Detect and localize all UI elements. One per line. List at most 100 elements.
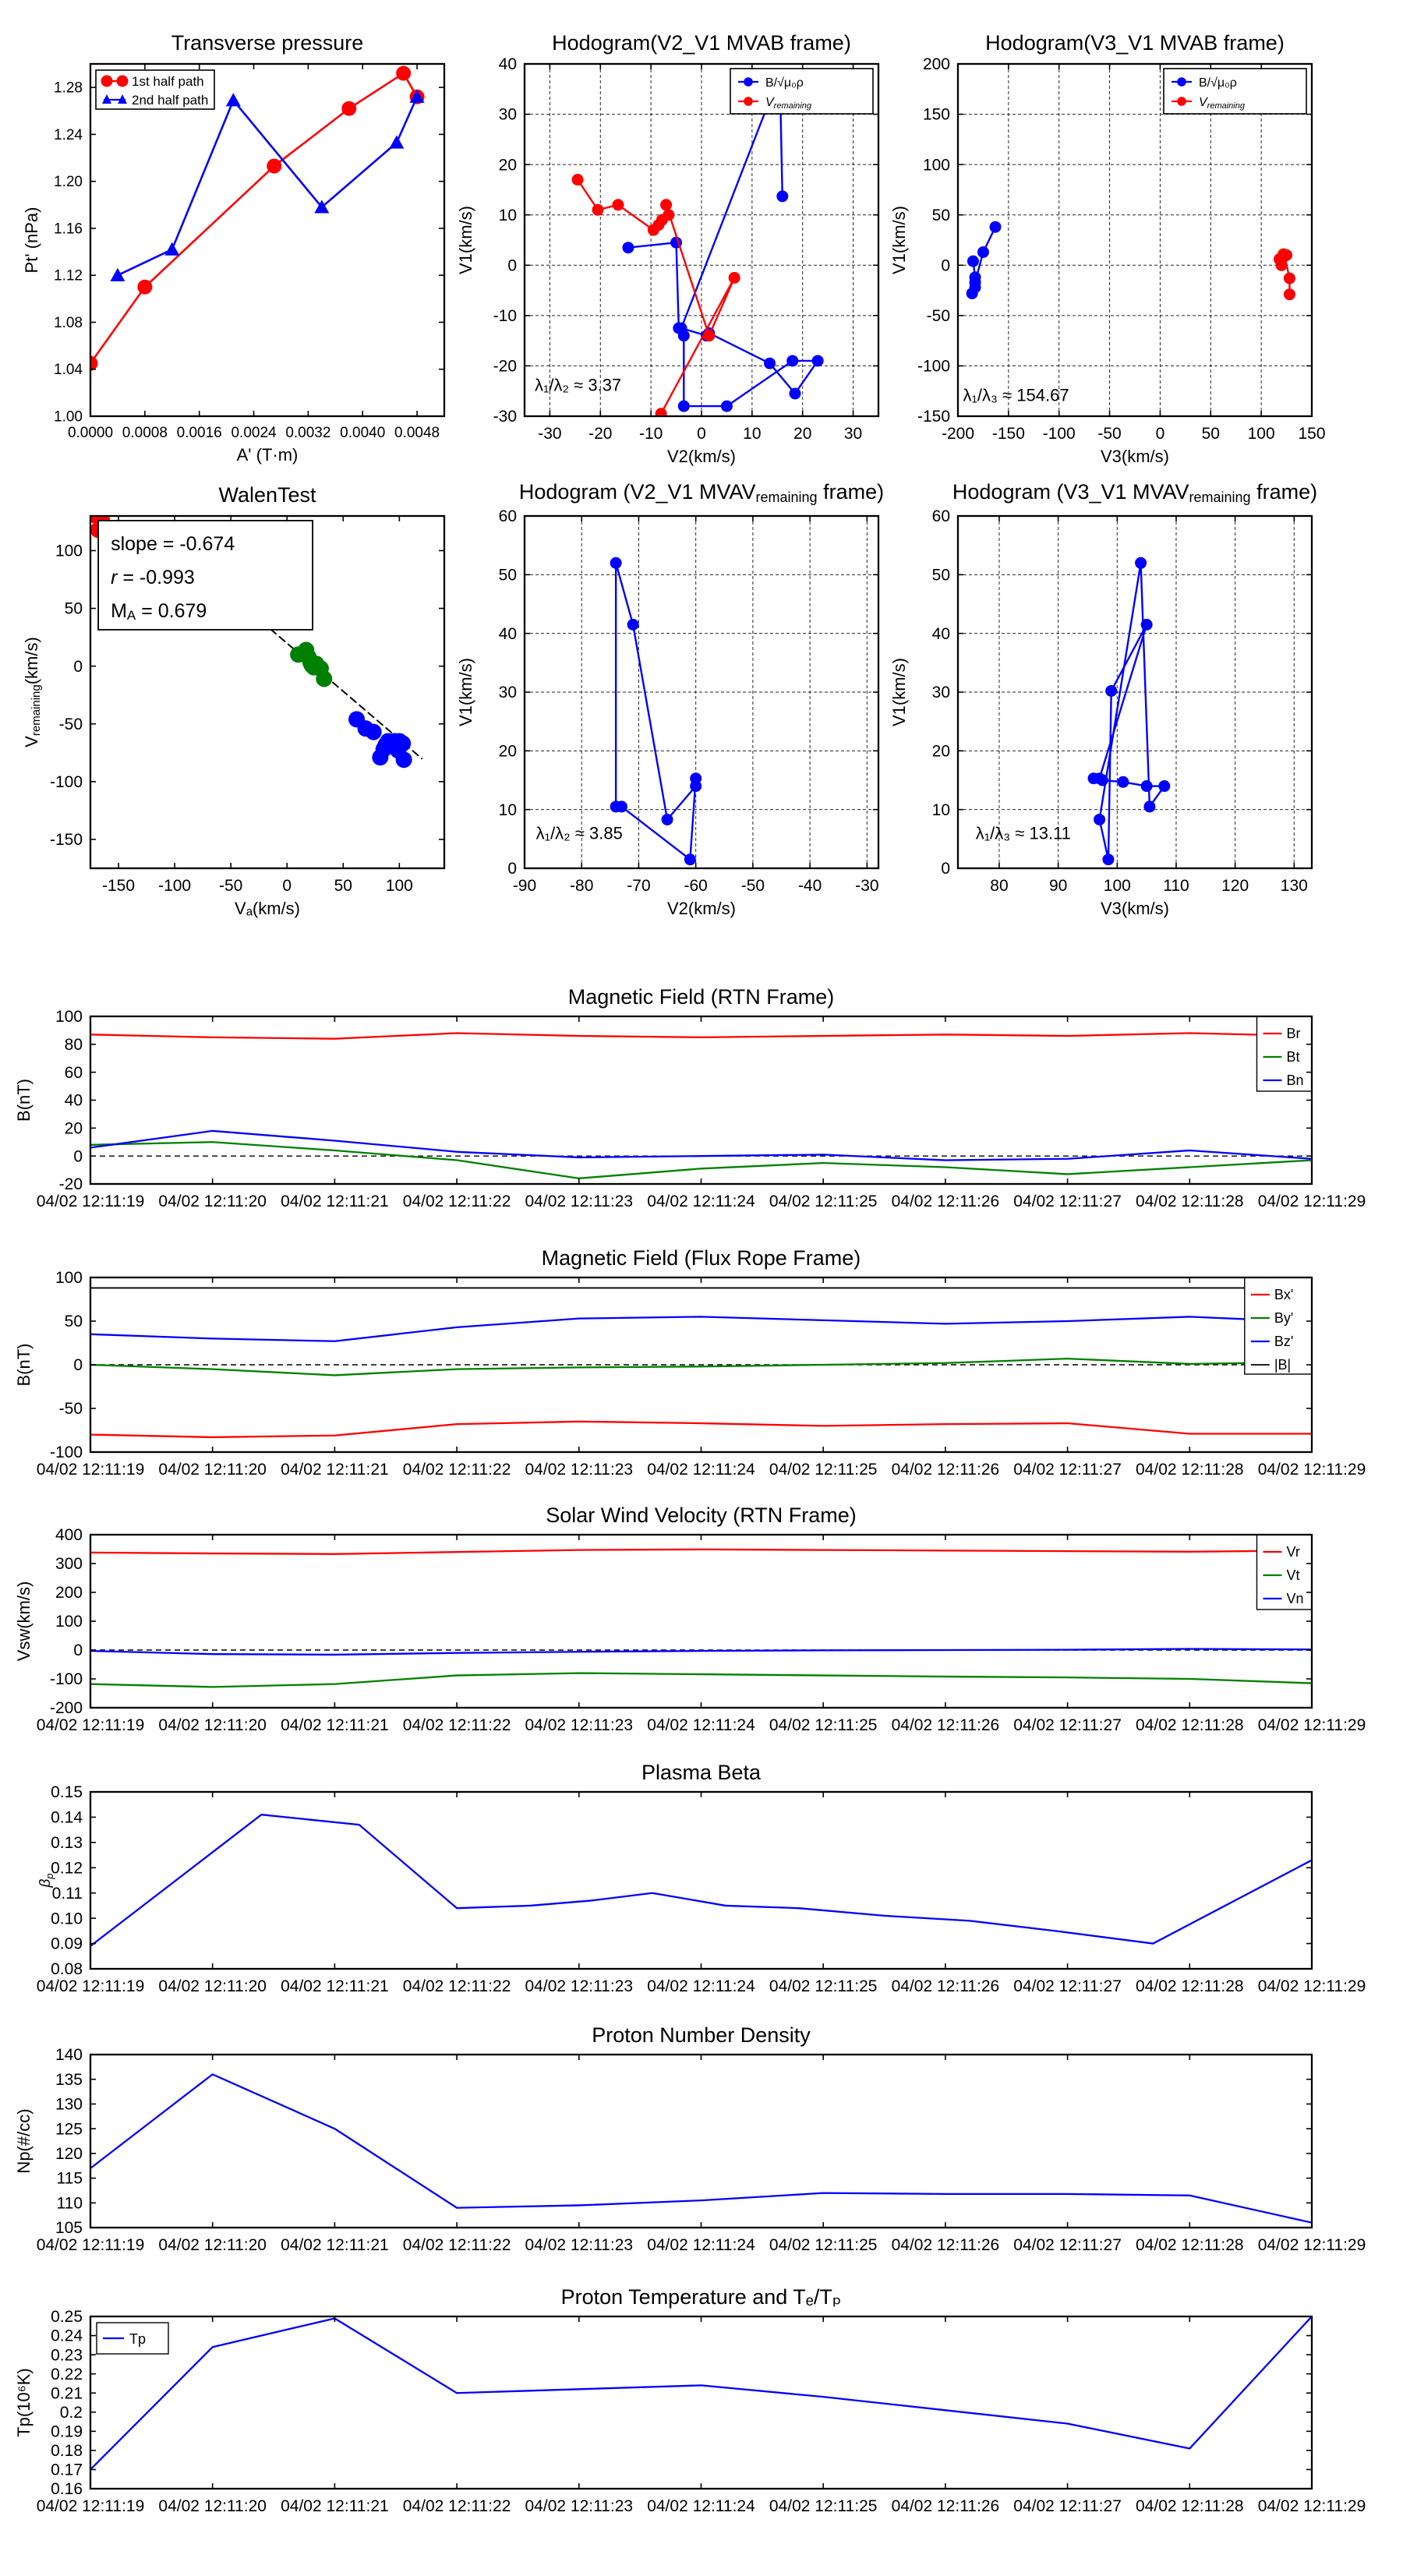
svg-text:04/02 12:11:20: 04/02 12:11:20: [158, 1977, 267, 1995]
svg-text:λ₁/λ₃ ≈ 13.11: λ₁/λ₃ ≈ 13.11: [976, 823, 1071, 843]
svg-text:04/02 12:11:25: 04/02 12:11:25: [769, 1193, 878, 1210]
svg-text:B/√μ₀ρ: B/√μ₀ρ: [765, 76, 804, 90]
svg-text:04/02 12:11:19: 04/02 12:11:19: [37, 1193, 145, 1210]
svg-text:50: 50: [932, 566, 950, 584]
svg-text:-100: -100: [158, 877, 191, 895]
svg-text:-30: -30: [855, 877, 878, 895]
svg-text:-100: -100: [1043, 425, 1076, 443]
svg-text:0: 0: [1156, 425, 1165, 443]
svg-text:60: 60: [65, 1064, 83, 1082]
svg-text:200: 200: [55, 1584, 83, 1602]
svg-text:-40: -40: [798, 877, 822, 895]
svg-text:-10: -10: [639, 425, 663, 443]
svg-text:04/02 12:11:28: 04/02 12:11:28: [1136, 2497, 1244, 2515]
svg-text:Solar Wind Velocity (RTN Frame: Solar Wind Velocity (RTN Frame): [546, 1504, 857, 1527]
svg-text:04/02 12:11:19: 04/02 12:11:19: [37, 1461, 145, 1479]
svg-text:Hodogram(V3_V1 MVAB frame): Hodogram(V3_V1 MVAB frame): [985, 31, 1285, 55]
svg-text:0.2: 0.2: [60, 2404, 83, 2422]
svg-text:1st half path: 1st half path: [132, 74, 204, 89]
svg-text:Vₐ(km/s): Vₐ(km/s): [235, 899, 300, 918]
svg-text:V2(km/s): V2(km/s): [667, 447, 736, 466]
svg-text:04/02 12:11:25: 04/02 12:11:25: [769, 1461, 878, 1479]
svg-text:04/02 12:11:21: 04/02 12:11:21: [281, 1716, 389, 1734]
svg-text:20: 20: [499, 156, 517, 174]
svg-text:V2(km/s): V2(km/s): [667, 899, 736, 918]
svg-text:0.18: 0.18: [51, 2442, 83, 2460]
svg-text:-60: -60: [684, 877, 708, 895]
svg-text:B/√μ₀ρ: B/√μ₀ρ: [1199, 76, 1237, 90]
svg-text:100: 100: [55, 542, 83, 560]
svg-text:120: 120: [1221, 877, 1249, 895]
svg-text:Np(#/cc): Np(#/cc): [14, 2108, 34, 2173]
svg-text:20: 20: [499, 742, 517, 760]
svg-text:-200: -200: [942, 425, 974, 443]
svg-text:200: 200: [923, 55, 950, 73]
svg-text:04/02 12:11:27: 04/02 12:11:27: [1013, 1716, 1122, 1734]
svg-text:80: 80: [990, 877, 1008, 895]
svg-text:150: 150: [1298, 425, 1325, 443]
svg-text:-20: -20: [59, 1175, 83, 1193]
svg-text:100: 100: [55, 1269, 83, 1287]
svg-text:0.0024: 0.0024: [231, 425, 277, 441]
svg-text:-50: -50: [59, 716, 83, 733]
svg-text:30: 30: [499, 106, 517, 124]
svg-text:04/02 12:11:20: 04/02 12:11:20: [158, 1716, 267, 1734]
svg-text:04/02 12:11:27: 04/02 12:11:27: [1013, 1193, 1122, 1210]
svg-text:105: 105: [55, 2219, 83, 2237]
svg-text:04/02 12:11:21: 04/02 12:11:21: [281, 1193, 389, 1210]
svg-text:04/02 12:11:23: 04/02 12:11:23: [525, 1193, 634, 1210]
svg-text:B(nT): B(nT): [14, 1079, 34, 1122]
svg-text:04/02 12:11:24: 04/02 12:11:24: [647, 1716, 755, 1734]
svg-text:A' (T·m): A' (T·m): [237, 445, 299, 465]
svg-text:100: 100: [1248, 425, 1275, 443]
svg-text:1.00: 1.00: [54, 408, 83, 425]
svg-text:0.15: 0.15: [51, 1783, 83, 1801]
svg-text:60: 60: [932, 507, 950, 525]
svg-text:Proton Temperature and Tₑ/Tₚ: Proton Temperature and Tₑ/Tₚ: [561, 2285, 842, 2309]
svg-text:Tp(10⁶K): Tp(10⁶K): [14, 2368, 34, 2437]
svg-text:150: 150: [923, 106, 950, 124]
svg-text:-150: -150: [102, 877, 135, 895]
svg-text:04/02 12:11:20: 04/02 12:11:20: [158, 1461, 267, 1479]
svg-text:1.08: 1.08: [54, 315, 83, 331]
svg-text:Transverse pressure: Transverse pressure: [171, 31, 364, 55]
svg-text:-50: -50: [219, 877, 242, 895]
svg-text:0.0016: 0.0016: [177, 425, 222, 441]
svg-text:120: 120: [55, 2145, 83, 2163]
svg-text:0.13: 0.13: [51, 1834, 83, 1852]
svg-text:-20: -20: [588, 425, 612, 443]
svg-text:04/02 12:11:21: 04/02 12:11:21: [281, 2236, 389, 2254]
svg-text:V1(km/s): V1(km/s): [889, 206, 909, 274]
svg-text:04/02 12:11:22: 04/02 12:11:22: [403, 1461, 511, 1479]
svg-text:04/02 12:11:23: 04/02 12:11:23: [525, 1977, 634, 1995]
svg-text:0: 0: [941, 860, 950, 878]
svg-text:04/02 12:11:26: 04/02 12:11:26: [892, 1193, 1000, 1210]
svg-text:40: 40: [65, 1092, 83, 1110]
svg-text:04/02 12:11:21: 04/02 12:11:21: [281, 2497, 389, 2515]
svg-text:Vsw(km/s): Vsw(km/s): [14, 1581, 34, 1662]
svg-text:0.0008: 0.0008: [122, 425, 168, 441]
svg-text:-100: -100: [50, 1443, 83, 1461]
svg-text:20: 20: [65, 1119, 83, 1137]
svg-text:1.04: 1.04: [54, 362, 83, 378]
svg-text:Bx': Bx': [1274, 1287, 1293, 1302]
svg-text:By': By': [1274, 1310, 1293, 1326]
svg-text:0.10: 0.10: [51, 1910, 83, 1928]
svg-text:0: 0: [73, 1641, 83, 1659]
svg-text:04/02 12:11:25: 04/02 12:11:25: [769, 1716, 878, 1734]
svg-text:04/02 12:11:28: 04/02 12:11:28: [1136, 2236, 1244, 2254]
svg-text:04/02 12:11:26: 04/02 12:11:26: [892, 1461, 1000, 1479]
svg-text:0.19: 0.19: [51, 2422, 83, 2440]
svg-text:50: 50: [932, 207, 950, 224]
svg-text:WalenTest: WalenTest: [218, 483, 316, 507]
svg-text:04/02 12:11:24: 04/02 12:11:24: [647, 2236, 755, 2254]
svg-text:50: 50: [65, 1313, 83, 1330]
svg-text:slope = -0.674: slope = -0.674: [111, 533, 235, 555]
svg-text:Proton Number Density: Proton Number Density: [592, 2023, 811, 2047]
svg-text:130: 130: [55, 2096, 83, 2114]
svg-text:0: 0: [507, 860, 517, 878]
svg-text:-100: -100: [50, 773, 83, 791]
svg-text:Bn: Bn: [1286, 1072, 1303, 1088]
svg-text:0.14: 0.14: [51, 1809, 83, 1827]
svg-text:0.0032: 0.0032: [285, 425, 330, 441]
